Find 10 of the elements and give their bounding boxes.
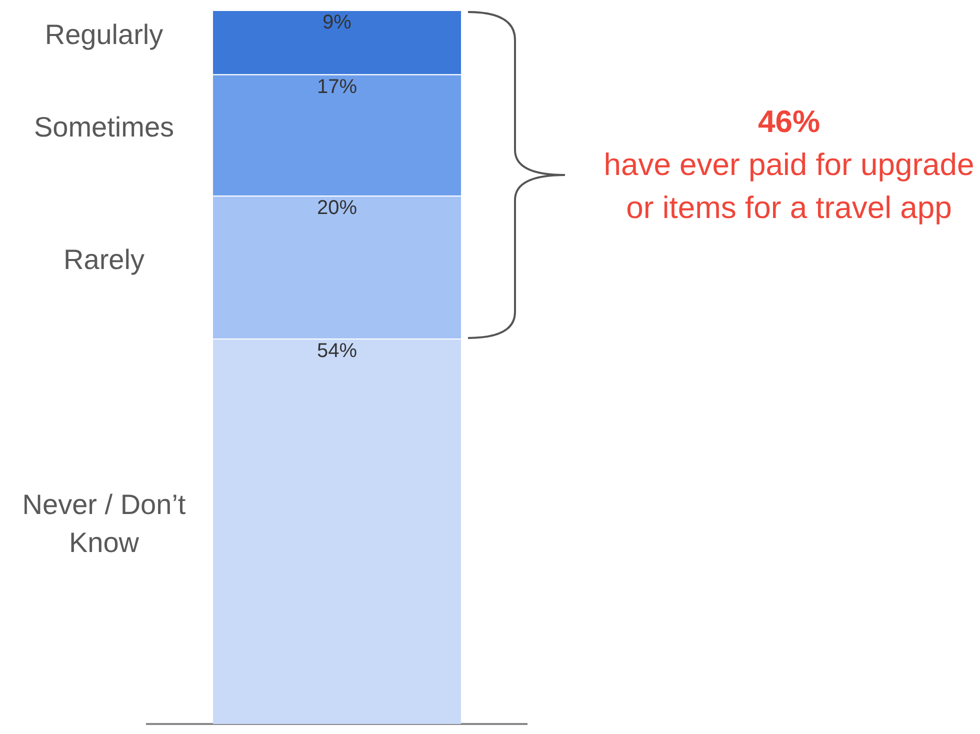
data-label: 17% [316,76,358,98]
text: 46% [756,103,822,141]
data-label: 54% [316,340,358,362]
data-label: 20% [316,197,358,220]
data-label: 9% [322,12,352,34]
text: have ever paid for upgrade or items for a travel app [602,146,976,227]
series-label: Sometimes [34,112,174,143]
series-label: Never / Don’t Know [22,488,186,558]
text: Rarely [64,244,144,275]
series-label: Regularly [44,18,164,50]
